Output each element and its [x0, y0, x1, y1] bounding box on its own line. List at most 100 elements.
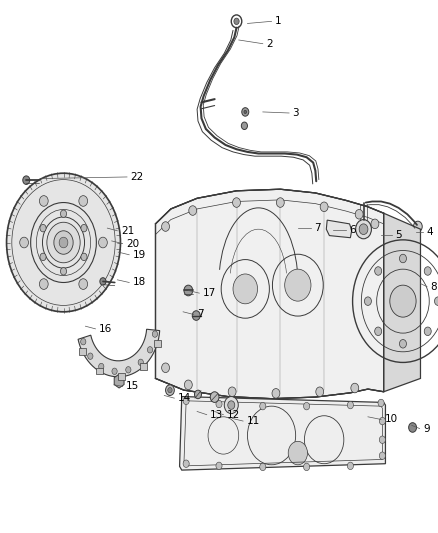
- Circle shape: [378, 399, 384, 407]
- Circle shape: [399, 340, 406, 348]
- Circle shape: [272, 389, 280, 398]
- Circle shape: [224, 397, 238, 414]
- Circle shape: [374, 327, 381, 336]
- Text: 4: 4: [426, 227, 433, 237]
- Circle shape: [79, 279, 88, 289]
- Circle shape: [216, 400, 222, 408]
- Circle shape: [6, 172, 121, 313]
- Circle shape: [351, 383, 359, 393]
- Circle shape: [364, 297, 371, 305]
- Circle shape: [379, 452, 385, 459]
- Circle shape: [260, 402, 266, 410]
- Circle shape: [409, 423, 417, 432]
- Text: 2: 2: [266, 39, 273, 49]
- Circle shape: [347, 401, 353, 409]
- Circle shape: [216, 462, 222, 470]
- Circle shape: [320, 202, 328, 212]
- Bar: [95, 368, 102, 374]
- Circle shape: [260, 463, 266, 471]
- Circle shape: [194, 390, 201, 399]
- Text: 22: 22: [131, 172, 144, 182]
- Text: 3: 3: [293, 108, 299, 118]
- Circle shape: [88, 353, 93, 359]
- Text: 12: 12: [227, 410, 240, 419]
- Text: 19: 19: [133, 250, 146, 260]
- Circle shape: [233, 198, 240, 207]
- Circle shape: [399, 254, 406, 263]
- Circle shape: [241, 122, 247, 130]
- Circle shape: [162, 222, 170, 231]
- Circle shape: [99, 364, 104, 370]
- Circle shape: [390, 285, 416, 317]
- Circle shape: [244, 110, 247, 114]
- Circle shape: [60, 268, 67, 275]
- Circle shape: [234, 18, 239, 25]
- Circle shape: [424, 327, 431, 336]
- Circle shape: [413, 221, 422, 232]
- Circle shape: [228, 401, 235, 409]
- Circle shape: [39, 196, 48, 206]
- Circle shape: [434, 297, 438, 305]
- Circle shape: [112, 368, 117, 375]
- Circle shape: [233, 274, 258, 304]
- Text: 20: 20: [126, 239, 139, 248]
- Circle shape: [20, 237, 28, 248]
- Circle shape: [355, 209, 363, 219]
- Text: 5: 5: [396, 230, 402, 239]
- Circle shape: [189, 206, 197, 215]
- Polygon shape: [114, 374, 124, 388]
- Circle shape: [285, 269, 311, 301]
- Text: 15: 15: [126, 382, 139, 391]
- Circle shape: [192, 311, 200, 320]
- Text: 9: 9: [423, 424, 430, 433]
- Circle shape: [79, 196, 88, 206]
- Text: 6: 6: [350, 225, 356, 235]
- Circle shape: [81, 224, 87, 232]
- Text: 21: 21: [121, 226, 134, 236]
- Polygon shape: [180, 397, 385, 470]
- Circle shape: [304, 402, 310, 410]
- Circle shape: [242, 108, 249, 116]
- Text: 8: 8: [431, 282, 437, 292]
- Circle shape: [39, 279, 48, 289]
- Text: 7: 7: [197, 310, 204, 319]
- Circle shape: [126, 367, 131, 373]
- Circle shape: [276, 198, 284, 207]
- Text: 11: 11: [247, 416, 260, 426]
- Polygon shape: [78, 329, 160, 377]
- Circle shape: [379, 436, 385, 443]
- Circle shape: [162, 363, 170, 373]
- Circle shape: [152, 331, 158, 337]
- Polygon shape: [326, 220, 352, 238]
- Circle shape: [100, 278, 106, 285]
- Circle shape: [359, 224, 368, 235]
- Text: 17: 17: [203, 288, 216, 298]
- Circle shape: [81, 253, 87, 261]
- Circle shape: [60, 210, 67, 217]
- Circle shape: [184, 380, 192, 390]
- Circle shape: [228, 387, 236, 397]
- Circle shape: [424, 266, 431, 275]
- Circle shape: [183, 397, 189, 405]
- Circle shape: [316, 387, 324, 397]
- Circle shape: [148, 346, 153, 353]
- Circle shape: [374, 266, 381, 275]
- Circle shape: [47, 222, 80, 263]
- Circle shape: [347, 462, 353, 470]
- Polygon shape: [384, 213, 420, 392]
- Text: 7: 7: [314, 223, 321, 232]
- Circle shape: [288, 441, 307, 465]
- Circle shape: [304, 463, 310, 471]
- Circle shape: [23, 176, 30, 184]
- Text: 14: 14: [178, 393, 191, 403]
- Text: 10: 10: [385, 415, 398, 424]
- Circle shape: [168, 387, 172, 393]
- Circle shape: [54, 231, 73, 254]
- Bar: [118, 374, 125, 380]
- Polygon shape: [155, 189, 384, 399]
- Bar: [79, 349, 86, 355]
- Circle shape: [210, 392, 219, 402]
- Circle shape: [371, 219, 379, 229]
- Circle shape: [40, 224, 46, 232]
- Circle shape: [183, 460, 189, 467]
